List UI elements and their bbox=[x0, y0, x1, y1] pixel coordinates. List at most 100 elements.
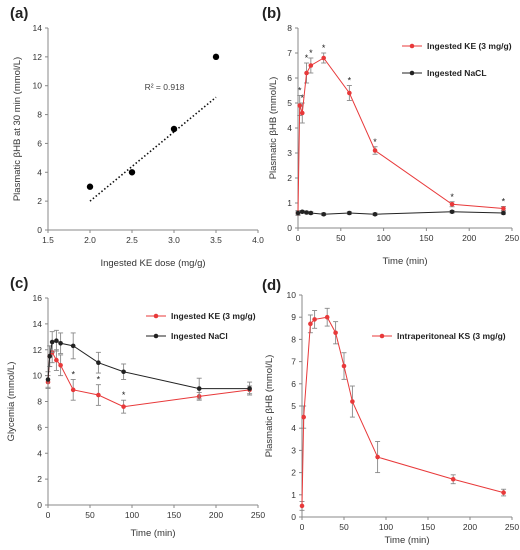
legend-marker bbox=[409, 70, 415, 76]
scatter-point bbox=[86, 183, 94, 190]
x-tick-label: 3.5 bbox=[210, 235, 222, 245]
y-tick-label: 1 bbox=[287, 198, 292, 208]
significance-star: * bbox=[71, 370, 75, 380]
y-tick-label: 2 bbox=[37, 474, 42, 484]
legend-label: Ingested KE (3 mg/g) bbox=[427, 41, 512, 51]
y-tick-label: 6 bbox=[287, 73, 292, 83]
data-point bbox=[70, 343, 76, 349]
x-axis-label: Time (min) bbox=[130, 528, 175, 539]
data-point bbox=[121, 404, 126, 409]
y-axis-label: Plasmatic βHB at 30 min (mmol/L) bbox=[12, 57, 23, 201]
y-tick-label: 8 bbox=[37, 110, 42, 120]
legend-marker bbox=[409, 43, 415, 49]
panel-label: (a) bbox=[10, 5, 28, 22]
data-point bbox=[375, 454, 380, 460]
legend-label: Intraperitoneal KS (3 mg/g) bbox=[397, 331, 506, 341]
x-tick-label: 0 bbox=[296, 233, 301, 243]
x-tick-label: 200 bbox=[462, 233, 476, 243]
y-tick-label: 6 bbox=[37, 422, 42, 432]
legend-item: Intraperitoneal KS (3 mg/g) bbox=[372, 331, 506, 341]
y-tick-label: 12 bbox=[33, 345, 43, 355]
y-tick-label: 8 bbox=[37, 397, 42, 407]
series-line bbox=[297, 57, 504, 214]
trendline bbox=[89, 96, 217, 202]
x-tick-label: 50 bbox=[339, 522, 349, 532]
x-tick-label: 100 bbox=[125, 510, 139, 520]
y-tick-label: 12 bbox=[33, 52, 43, 62]
y-tick-label: 6 bbox=[291, 379, 296, 389]
x-axis-label: Time (min) bbox=[382, 256, 427, 267]
significance-star: * bbox=[309, 48, 313, 58]
x-tick-label: 50 bbox=[336, 233, 346, 243]
y-tick-label: 6 bbox=[37, 138, 42, 148]
x-tick-label: 200 bbox=[463, 522, 477, 532]
y-tick-label: 3 bbox=[287, 148, 292, 158]
scatter-point bbox=[212, 53, 220, 61]
y-tick-label: 14 bbox=[33, 319, 43, 329]
data-point bbox=[247, 386, 252, 391]
data-point bbox=[450, 476, 456, 482]
y-tick-label: 2 bbox=[37, 196, 42, 206]
series-line bbox=[47, 351, 250, 408]
y-tick-label: 16 bbox=[33, 293, 43, 303]
data-point bbox=[96, 360, 101, 365]
y-tick-label: 10 bbox=[287, 290, 297, 300]
y-tick-label: 5 bbox=[287, 98, 292, 108]
data-point bbox=[58, 362, 63, 368]
series-line bbox=[297, 211, 504, 215]
data-point bbox=[308, 210, 314, 216]
data-point bbox=[297, 103, 303, 108]
data-point bbox=[47, 353, 52, 359]
data-point bbox=[299, 503, 305, 509]
data-point bbox=[501, 490, 506, 495]
y-tick-label: 0 bbox=[291, 512, 296, 522]
series-1 bbox=[45, 329, 253, 400]
y-tick-label: 1 bbox=[291, 490, 296, 500]
y-tick-label: 10 bbox=[33, 81, 43, 91]
x-tick-label: 250 bbox=[505, 233, 519, 243]
y-tick-label: 4 bbox=[291, 423, 296, 433]
y-tick-label: 0 bbox=[37, 500, 42, 510]
x-tick-label: 150 bbox=[419, 233, 433, 243]
data-point bbox=[324, 314, 330, 320]
x-tick-label: 100 bbox=[377, 233, 391, 243]
y-axis-label: Plasmatic βHB (mmol/L) bbox=[268, 77, 279, 180]
y-tick-label: 4 bbox=[37, 448, 42, 458]
x-tick-label: 1.5 bbox=[42, 235, 54, 245]
series-0 bbox=[299, 307, 507, 511]
data-point bbox=[308, 321, 313, 327]
data-point bbox=[304, 70, 309, 76]
x-tick-label: 2.0 bbox=[84, 235, 96, 245]
series-0: *** * **** * bbox=[295, 43, 506, 216]
series-line bbox=[47, 340, 250, 390]
data-point bbox=[347, 210, 352, 216]
data-point bbox=[501, 210, 506, 216]
significance-star: * bbox=[301, 93, 305, 103]
data-point bbox=[301, 414, 306, 420]
x-tick-label: 2.5 bbox=[126, 235, 138, 245]
data-point bbox=[449, 209, 455, 215]
data-point bbox=[372, 148, 378, 153]
y-tick-label: 8 bbox=[291, 334, 296, 344]
y-tick-label: 14 bbox=[33, 23, 43, 33]
series-1 bbox=[295, 209, 506, 217]
y-tick-label: 4 bbox=[287, 123, 292, 133]
data-point bbox=[121, 369, 126, 375]
significance-star: * bbox=[305, 53, 309, 63]
x-tick-label: 50 bbox=[85, 510, 95, 520]
y-tick-label: 10 bbox=[33, 371, 43, 381]
scatter-point bbox=[170, 125, 178, 133]
panel-label: (c) bbox=[10, 275, 28, 292]
data-point bbox=[372, 211, 378, 217]
x-tick-label: 150 bbox=[167, 510, 181, 520]
legend-item: Ingested KE (3 mg/g) bbox=[402, 41, 512, 51]
data-point bbox=[304, 210, 309, 215]
data-point bbox=[350, 399, 355, 404]
legend-label: Ingested NaCL bbox=[427, 68, 487, 78]
x-axis-label: Time (min) bbox=[384, 535, 429, 546]
x-tick-label: 3.0 bbox=[168, 235, 180, 245]
data-point bbox=[321, 211, 326, 217]
data-point bbox=[333, 330, 338, 336]
x-tick-label: 200 bbox=[209, 510, 223, 520]
significance-star: * bbox=[502, 197, 506, 207]
